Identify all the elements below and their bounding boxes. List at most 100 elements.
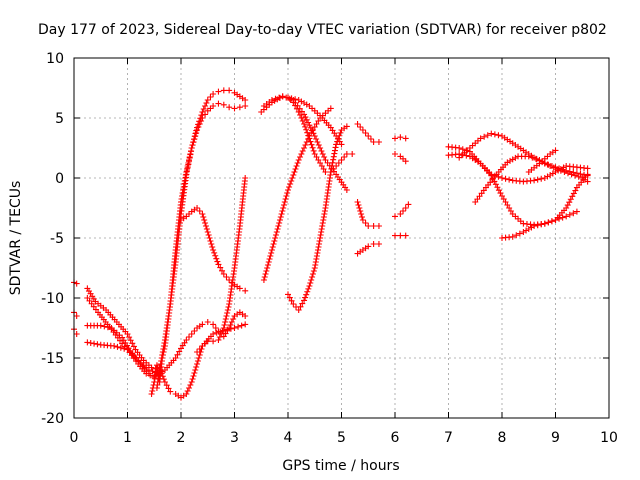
- data-point-series-14: [338, 157, 345, 163]
- data-point-series-9: [189, 376, 196, 382]
- data-point-series-13: [279, 208, 286, 214]
- data-point-series-8: [188, 148, 195, 155]
- data-point-series-11: [213, 255, 220, 262]
- data-point-series-19: [359, 214, 366, 220]
- data-point-series-6: [117, 344, 124, 351]
- data-point-series-16: [303, 291, 310, 298]
- data-point-series-13: [281, 199, 288, 205]
- data-point-series-18: [357, 124, 364, 130]
- data-point-series-16: [333, 141, 340, 148]
- data-point-series-13: [264, 265, 271, 271]
- data-point-series-17: [298, 98, 305, 105]
- data-point-series-28: [512, 154, 519, 161]
- data-point-series-16: [327, 169, 334, 175]
- data-point-series-15: [306, 122, 313, 129]
- data-point-series-13: [272, 235, 279, 241]
- data-point-series-19: [357, 208, 364, 214]
- data-point-series-11: [204, 229, 211, 235]
- data-point-series-15: [303, 116, 310, 123]
- data-point-series-10: [227, 322, 234, 328]
- data-point-series-11: [208, 241, 215, 247]
- x-tick-label: 6: [391, 430, 400, 446]
- data-point-series-16: [330, 153, 337, 160]
- data-point-series-8: [242, 97, 249, 103]
- data-point-series-9: [161, 379, 168, 385]
- data-point-series-5: [101, 323, 108, 330]
- data-point-series-13: [276, 220, 283, 226]
- data-point-series-29: [545, 219, 552, 226]
- data-point-series-20: [365, 243, 372, 250]
- data-point-series-8: [198, 112, 205, 119]
- data-point-series-29: [556, 215, 563, 222]
- data-point-series-27: [572, 187, 579, 194]
- x-tick-label: 10: [600, 430, 618, 446]
- data-point-series-29: [523, 227, 530, 234]
- data-point-series-12: [215, 337, 222, 343]
- data-point-series-28: [554, 166, 561, 173]
- data-point-series-21: [397, 134, 404, 141]
- data-point-series-28: [509, 156, 516, 163]
- data-point-series-16: [302, 294, 309, 301]
- data-point-series-13: [280, 205, 287, 211]
- data-point-series-29: [531, 223, 538, 229]
- data-point-series-10: [212, 325, 219, 331]
- data-point-series-13: [302, 142, 309, 148]
- data-point-series-26: [477, 135, 484, 142]
- data-point-series-13: [266, 256, 273, 262]
- data-point-series-13: [270, 241, 277, 247]
- data-point-series-22: [392, 151, 398, 157]
- data-point-series-13: [275, 223, 282, 229]
- data-point-series-12: [225, 304, 232, 310]
- data-point-series-13: [291, 169, 298, 175]
- data-point-series-21: [402, 135, 409, 142]
- data-point-series-4: [129, 351, 136, 358]
- data-point-series-11: [206, 235, 213, 241]
- data-point-series-9: [165, 385, 172, 392]
- data-point-series-25: [534, 176, 541, 183]
- data-point-series-9: [242, 321, 249, 328]
- data-point-series-13: [287, 181, 294, 187]
- data-point-series-10: [199, 321, 206, 328]
- data-point-series-17: [292, 96, 299, 103]
- data-point-series-8: [204, 97, 211, 103]
- data-point-series-7: [231, 105, 238, 112]
- data-point-series-15: [343, 187, 350, 193]
- data-point-series-8: [185, 161, 192, 168]
- data-point-series-9: [192, 367, 199, 373]
- x-tick-label: 2: [177, 430, 186, 446]
- data-point-series-6: [147, 372, 154, 379]
- data-point-series-19: [375, 223, 382, 229]
- data-point-series-13: [285, 187, 291, 193]
- data-point-series-11: [205, 232, 212, 238]
- data-point-series-13: [286, 184, 293, 190]
- data-point-series-11: [211, 249, 218, 256]
- data-point-series-5: [104, 324, 111, 331]
- data-point-series-3: [124, 331, 131, 337]
- data-point-series-9: [183, 391, 190, 397]
- data-point-series-14: [308, 141, 315, 148]
- x-tick-label: 7: [444, 430, 453, 446]
- data-point-series-3: [127, 337, 134, 344]
- data-point-series-27: [492, 181, 499, 188]
- data-point-series-15: [279, 93, 286, 100]
- data-point-series-12: [216, 334, 223, 340]
- data-point-series-12: [222, 319, 229, 325]
- data-point-series-11: [200, 214, 207, 220]
- data-point-series-8: [207, 94, 214, 100]
- y-axis-label: SDTVAR / TECUs: [8, 181, 24, 296]
- data-point-series-25: [502, 175, 509, 182]
- data-point-series-28: [584, 178, 591, 185]
- data-point-series-13: [267, 253, 274, 259]
- data-point-series-11: [207, 238, 214, 244]
- data-point-series-7: [215, 100, 222, 107]
- data-point-series-1: [73, 313, 80, 319]
- chart-title: Day 177 of 2023, Sidereal Day-to-day VTE…: [38, 22, 607, 38]
- data-point-series-17: [295, 97, 302, 103]
- data-point-series-16: [328, 162, 335, 169]
- data-point-series-25: [544, 173, 551, 180]
- data-point-series-19: [359, 217, 366, 223]
- data-point-series-18: [362, 130, 369, 136]
- data-point-series-6: [111, 343, 118, 349]
- data-point-series-17: [301, 100, 308, 106]
- data-point-series-8: [183, 171, 190, 178]
